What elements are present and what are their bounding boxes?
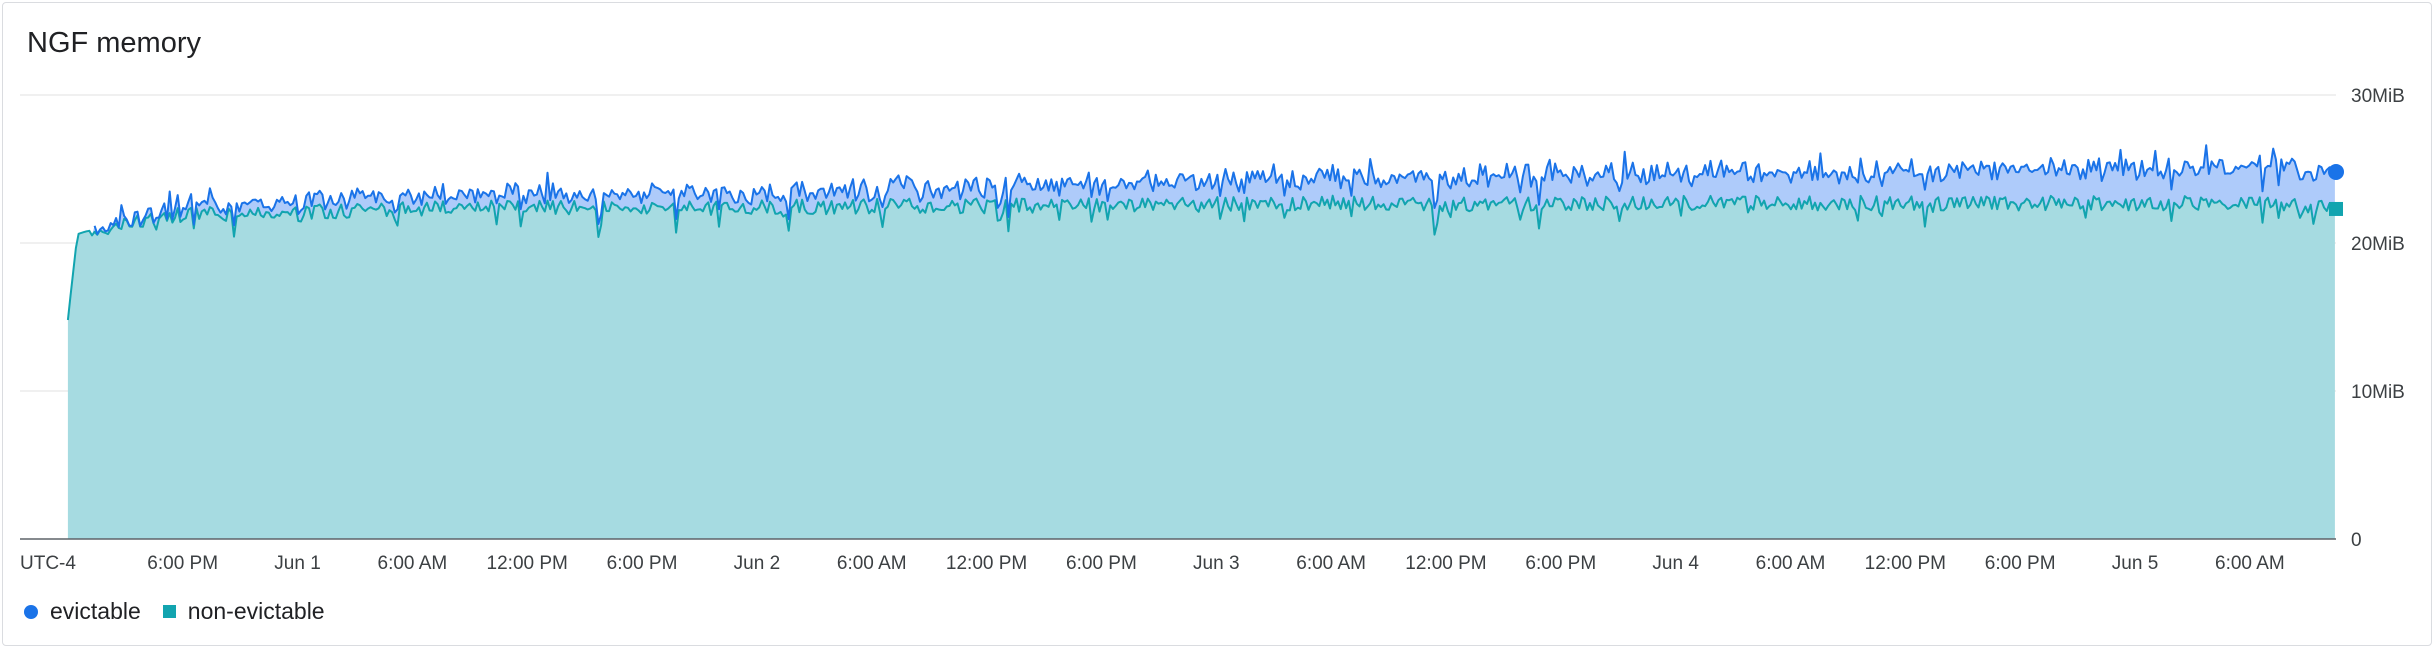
series-lines — [66, 144, 2336, 321]
y-axis-labels: 0 10MiB 20MiB 30MiB — [2351, 86, 2405, 551]
square-icon — [162, 605, 176, 618]
y-tick-label: 0 — [2351, 530, 2362, 551]
x-tick-label: 12:00 PM — [1865, 553, 1946, 574]
legend-item-evictable[interactable]: evictable — [24, 598, 141, 625]
x-tick-label: Jun 4 — [1652, 553, 1699, 574]
chart-title: NGF memory — [27, 27, 201, 59]
legend-label-non-evictable: non-evictable — [187, 598, 325, 624]
x-tick-label: 12:00 PM — [1405, 553, 1486, 574]
x-tick-label: 6:00 PM — [147, 553, 218, 574]
evictable-end-marker — [2328, 163, 2344, 180]
x-tick-label: 6:00 PM — [1066, 553, 1137, 574]
x-tick-label: 6:00 PM — [1525, 553, 1596, 574]
evictable-area — [67, 145, 2335, 320]
x-tick-label: Jun 2 — [734, 553, 780, 574]
x-tick-label: 12:00 PM — [946, 553, 1027, 574]
legend-item-non-evictable[interactable]: non-evictable — [162, 598, 325, 625]
legend: evictable non-evictable — [24, 598, 347, 625]
x-tick-label: 6:00 AM — [378, 553, 448, 574]
x-tick-label: 6:00 AM — [2215, 553, 2285, 574]
y-tick-label: 10MiB — [2351, 382, 2405, 403]
non-evictable-end-marker — [2329, 201, 2343, 216]
y-tick-label: 30MiB — [2351, 86, 2405, 107]
x-axis-labels: UTC-4 6:00 PM Jun 1 6:00 AM 12:00 PM 6:00 PM J… — [20, 553, 2285, 574]
y-tick-label: 20MiB — [2351, 234, 2405, 255]
x-tick-label: 6:00 PM — [1985, 553, 2056, 574]
x-tick-label: Jun 5 — [2112, 553, 2158, 574]
x-tick-label: Jun 3 — [1193, 553, 1239, 574]
x-tick-label: 12:00 PM — [487, 553, 568, 574]
non-evictable-line — [66, 194, 2336, 321]
x-tick-label: 6:00 AM — [1756, 553, 1826, 574]
evictable-line — [93, 144, 2336, 236]
series-end-markers — [2328, 163, 2344, 216]
legend-label-evictable: evictable — [50, 598, 141, 624]
circle-icon — [24, 604, 38, 619]
x-tick-label: 6:00 AM — [1296, 553, 1366, 574]
x-tick-label: Jun 1 — [274, 553, 320, 574]
x-tick-label: 6:00 AM — [837, 553, 907, 574]
series-areas — [67, 145, 2335, 539]
timezone-label: UTC-4 — [20, 553, 76, 574]
non-evictable-area — [67, 195, 2335, 539]
x-tick-label: 6:00 PM — [607, 553, 678, 574]
